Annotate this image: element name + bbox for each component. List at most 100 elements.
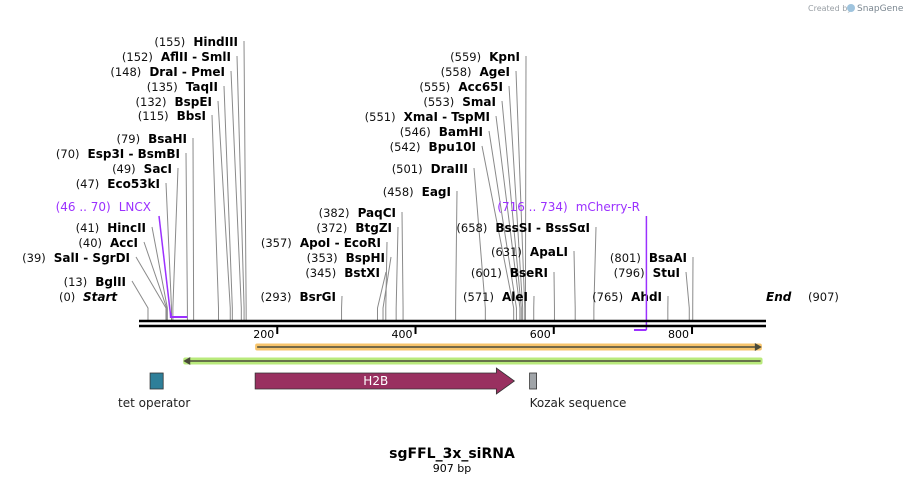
enzyme-position: (765) — [592, 290, 623, 304]
enzyme-line — [686, 272, 689, 320]
feature-h2b[interactable]: H2B — [255, 368, 514, 394]
map-title: sgFFL_3x_siRNA — [389, 446, 515, 462]
map-title-block: sgFFL_3x_siRNA 907 bp — [389, 446, 515, 475]
enzyme-label[interactable]: (148)DraI - PmeI — [110, 65, 225, 79]
enzyme-label[interactable]: (353)BspHI — [307, 251, 385, 265]
enzyme-line — [525, 56, 526, 320]
enzyme-label[interactable]: (546)BamHI — [400, 125, 483, 139]
enzyme-label[interactable]: (551)XmaI - TspMI — [365, 110, 490, 124]
enzyme-position: (13) — [64, 275, 88, 289]
enzyme-label[interactable]: (658)BssSI - BssSαI — [456, 221, 590, 235]
enzyme-position: (135) — [147, 80, 178, 94]
enzyme-name: BstXI — [344, 266, 380, 280]
snapgene-logo-icon — [847, 4, 855, 12]
reverse-orf[interactable] — [183, 357, 762, 365]
enzyme-label[interactable]: (41)HincII — [76, 221, 146, 235]
enzyme-position: (801) — [610, 251, 641, 265]
enzyme-position: (551) — [365, 110, 396, 124]
enzyme-label[interactable]: (132)BspEI — [136, 95, 212, 109]
enzyme-position: (293) — [261, 290, 292, 304]
enzyme-name: Esp3I - BsmBI — [88, 147, 180, 161]
enzyme-label[interactable]: (553) SmaI — [423, 95, 496, 109]
feature-tet-operator[interactable]: tet operator — [118, 373, 190, 410]
enzyme-position: (553) — [423, 95, 454, 109]
enzyme-name: AccI — [110, 236, 138, 250]
enzyme-position: (70) — [56, 147, 80, 161]
enzyme-name: BglII — [95, 275, 126, 289]
enzyme-label[interactable]: (135) TaqII — [147, 80, 218, 94]
primers: (46 .. 70)LNCX (716 .. 734)mCherry-R — [56, 200, 647, 330]
enzyme-label[interactable]: (558) AgeI — [441, 65, 510, 79]
enzyme-line — [173, 168, 178, 320]
primer-label[interactable]: (46 .. 70)LNCX — [56, 200, 151, 214]
enzyme-label[interactable]: (765)AhdI — [592, 290, 662, 304]
enzyme-label[interactable]: (555)Acc65I — [419, 80, 503, 94]
enzyme-label[interactable]: (501)DraIII — [392, 162, 468, 176]
forward-orf[interactable] — [255, 343, 762, 351]
enzyme-name: BspHI — [346, 251, 385, 265]
enzyme-name: PaqCI — [358, 206, 396, 220]
enzyme-line — [244, 41, 246, 320]
enzyme-name: BbsI — [177, 109, 206, 123]
enzyme-line — [402, 212, 403, 320]
enzyme-label[interactable]: (571)AleI — [463, 290, 528, 304]
enzyme-label[interactable]: (345)BstXI — [305, 266, 380, 280]
primer-label[interactable]: (716 .. 734)mCherry-R — [497, 200, 640, 214]
enzyme-position: (631) — [491, 245, 522, 259]
tick-label: 600 — [530, 328, 551, 341]
feature-label: Kozak sequence — [530, 396, 627, 410]
enzyme-name: KpnI — [489, 50, 520, 64]
enzyme-label[interactable]: (293)BsrGI — [261, 290, 336, 304]
enzyme-position: (558) — [441, 65, 472, 79]
enzyme-label[interactable]: (631)ApaLI — [491, 245, 568, 259]
enzyme-name: BsaAI — [649, 251, 687, 265]
tick-label: 400 — [392, 328, 413, 341]
enzyme-label[interactable]: (13) BglII — [64, 275, 126, 289]
primer-range: (716 .. 734) — [497, 200, 567, 214]
enzyme-position: (458) — [383, 185, 414, 199]
enzyme-name: BspEI — [174, 95, 212, 109]
enzyme-label[interactable]: (542)Bpu10I — [390, 140, 476, 154]
enzyme-name: TaqII — [186, 80, 218, 94]
enzyme-label[interactable]: (559)KpnI — [450, 50, 520, 64]
enzyme-label[interactable]: (39)SalI - SgrDI — [22, 251, 130, 265]
enzyme-line — [132, 281, 148, 320]
enzyme-position: (555) — [419, 80, 450, 94]
enzyme-name: SmaI — [462, 95, 496, 109]
enzyme-position: (601) — [471, 266, 502, 280]
watermark-prefix: Created by — [808, 4, 852, 13]
enzyme-position: (155) — [154, 35, 185, 49]
enzyme-label[interactable]: (49)SacI — [112, 162, 172, 176]
enzyme-label[interactable]: (115)BbsI — [138, 109, 206, 123]
orfs — [183, 343, 762, 365]
enzyme-position: (658) — [456, 221, 487, 235]
enzyme-line — [574, 251, 575, 320]
enzyme-label[interactable]: (801) BsaAI — [610, 251, 687, 265]
enzyme-label[interactable]: (372)BtgZI — [316, 221, 392, 235]
enzyme-label[interactable]: (79) BsaHI — [116, 132, 187, 146]
enzyme-name: AgeI — [480, 65, 510, 79]
enzyme-position: (372) — [316, 221, 347, 235]
end-pos: (907) — [808, 290, 839, 304]
enzyme-label[interactable]: (458)EagI — [383, 185, 451, 199]
enzyme-label[interactable]: (70) Esp3I - BsmBI — [56, 147, 180, 161]
enzyme-position: (41) — [76, 221, 100, 235]
enzyme-position: (148) — [110, 65, 141, 79]
enzyme-position: (79) — [116, 132, 140, 146]
enzyme-label[interactable]: (47)Eco53kI — [76, 177, 160, 191]
enzyme-label[interactable]: (155)HindIII — [154, 35, 238, 49]
watermark-brand: SnapGene — [857, 4, 904, 14]
enzyme-position: (39) — [22, 251, 46, 265]
feature-kozak-sequence[interactable]: Kozak sequence — [530, 373, 627, 410]
enzyme-label[interactable]: (382)PaqCI — [319, 206, 396, 220]
enzyme-name: BsaHI — [148, 132, 187, 146]
enzyme-label[interactable]: (357)ApoI - EcoRI — [261, 236, 381, 250]
enzyme-label[interactable]: (152)AflII - SmlI — [122, 50, 231, 64]
start-pos: (0) — [59, 290, 75, 304]
end-name: End — [766, 290, 792, 304]
primer-range: (46 .. 70) — [56, 200, 111, 214]
enzyme-label[interactable]: (40)AccI — [78, 236, 138, 250]
enzyme-label[interactable]: (601)BseRI — [471, 266, 548, 280]
